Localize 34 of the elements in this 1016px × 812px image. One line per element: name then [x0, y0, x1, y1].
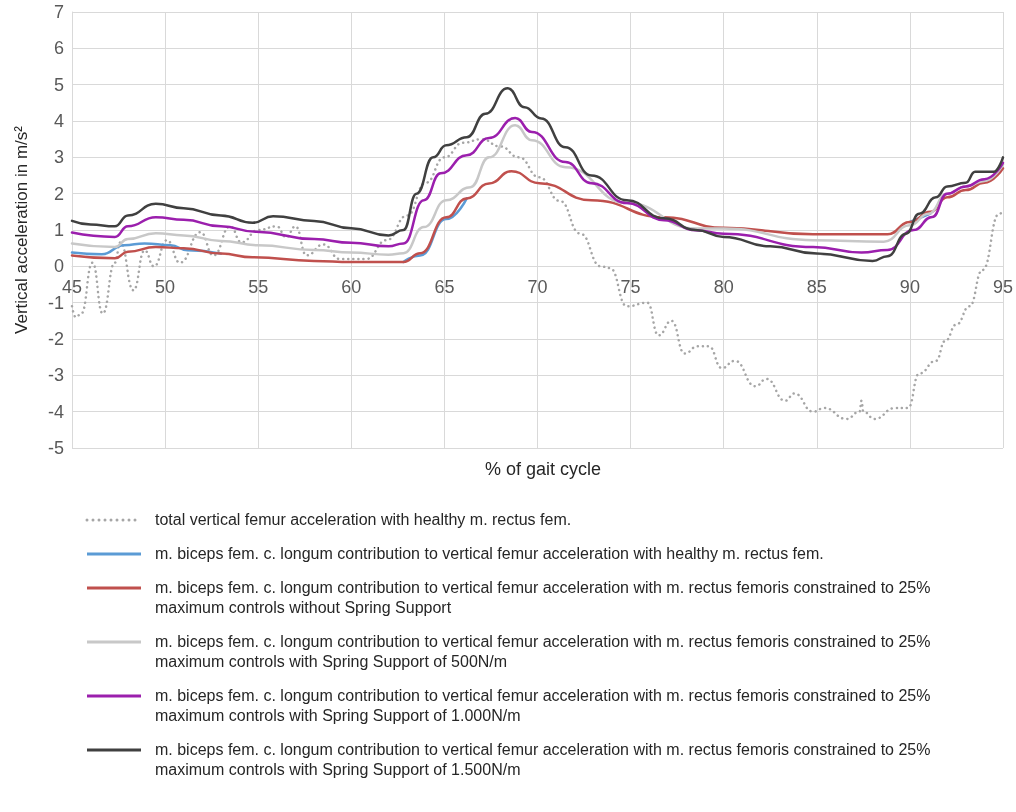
- y-tick-label: -1: [47, 292, 64, 313]
- y-tick-label: 5: [53, 74, 64, 95]
- y-axis-title: Vertical acceleration in m/s²: [12, 125, 31, 334]
- y-tick-label: 1: [53, 220, 64, 240]
- line-series: [70, 87, 1005, 263]
- y-tick-label: 3: [53, 147, 64, 168]
- legend-label: m. biceps fem. c. longum contribution to vertical femur acceleration with healthy m. rectus fem.: [155, 544, 825, 564]
- y-tick-label: -2: [47, 329, 64, 349]
- line-series: [70, 166, 1005, 264]
- x-tick-label: 45: [61, 277, 83, 298]
- x-tick-label: 80: [713, 277, 734, 298]
- x-axis-title: % of gait cycle: [484, 459, 602, 479]
- legend-label: total vertical femur acceleration with healthy m. rectus fem.: [155, 510, 573, 530]
- x-tick-label: 60: [341, 277, 362, 298]
- y-tick-label: 0: [53, 256, 64, 277]
- legend-label: m. biceps fem. c. longum contribution to vertical femur acceleration with m. rectus femoris constrained to 25% maximum controls with Spring Support of 1.500N/m: [155, 740, 932, 780]
- legend-label: m. biceps fem. c. longum contribution to vertical femur acceleration with m. rectus femoris constrained to 25% maximum controls without Spring Support: [155, 578, 932, 618]
- y-tick-label: 7: [53, 2, 64, 22]
- y-tick-label: -5: [47, 438, 64, 458]
- y-tick-label: 2: [53, 183, 64, 204]
- y-tick-label: -3: [47, 365, 64, 386]
- x-tick-label: 95: [992, 277, 1013, 298]
- x-tick-label: 85: [806, 277, 827, 298]
- x-tick-label: 70: [527, 277, 548, 298]
- y-tick-label: -4: [47, 401, 64, 422]
- x-tick-label: 75: [620, 277, 641, 298]
- x-tick-label: 90: [899, 277, 920, 298]
- x-tick-label: 65: [434, 277, 455, 298]
- legend-label: m. biceps fem. c. longum contribution to vertical femur acceleration with m. rectus femoris constrained to 25% maximum controls with Spring Support of 500N/m: [155, 632, 932, 672]
- legend-label: m. biceps fem. c. longum contribution to vertical femur acceleration with m. rectus femoris constrained to 25% maximum controls with Spring Support of 1.000N/m: [155, 686, 932, 726]
- x-tick-label: 55: [248, 277, 269, 298]
- y-tick-label: 6: [53, 38, 64, 59]
- y-tick-label: 4: [53, 111, 64, 131]
- x-tick-label: 50: [155, 277, 176, 298]
